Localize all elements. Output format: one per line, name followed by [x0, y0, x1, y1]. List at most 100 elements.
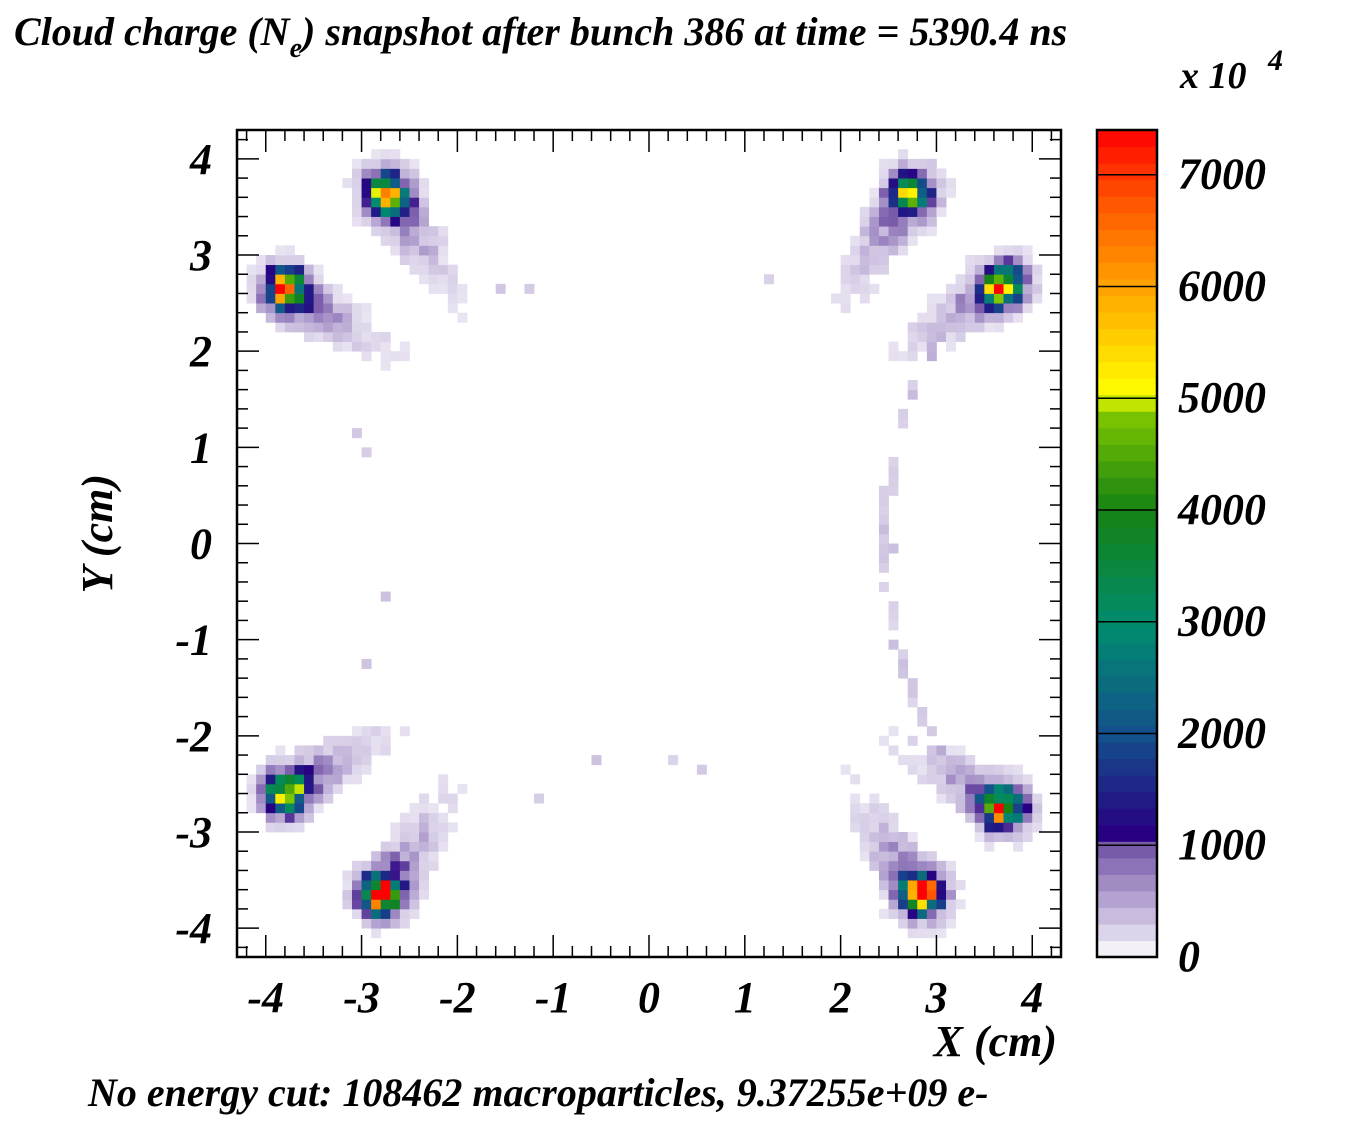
heatmap-cell: [869, 812, 880, 823]
heatmap-cell: [917, 168, 928, 179]
heatmap-cell: [332, 283, 343, 294]
heatmap-cell: [371, 860, 382, 871]
colorbar-segment: [1097, 130, 1157, 148]
heatmap-cell: [850, 812, 861, 823]
heatmap-cell: [907, 755, 918, 766]
heatmap-cell: [955, 755, 966, 766]
heatmap-cell: [351, 322, 362, 333]
y-tick-label: 3: [189, 231, 212, 280]
heatmap-cell: [399, 216, 410, 227]
heatmap-cell: [984, 812, 995, 823]
heatmap-cell: [428, 841, 439, 852]
heatmap-cell: [936, 908, 947, 919]
heatmap-cell: [1013, 803, 1024, 814]
heatmap-cell: [696, 764, 707, 775]
colorbar-segment: [1097, 361, 1157, 379]
heatmap-cell: [399, 908, 410, 919]
heatmap-cell: [342, 293, 353, 304]
heatmap-cell: [304, 322, 315, 333]
heatmap-cell: [936, 899, 947, 910]
heatmap-cell: [380, 908, 391, 919]
heatmap-cell: [342, 745, 353, 756]
heatmap-cell: [438, 793, 449, 804]
heatmap-cell: [419, 851, 430, 862]
heatmap-cell: [428, 264, 439, 275]
heatmap-cell: [926, 168, 937, 179]
heatmap-cell: [878, 264, 889, 275]
heatmap-cell: [351, 187, 362, 198]
colorbar-segment: [1097, 245, 1157, 263]
heatmap-cell: [447, 264, 458, 275]
heatmap-cell: [974, 312, 985, 323]
heatmap-cell: [917, 928, 928, 939]
heatmap-cell: [332, 735, 343, 746]
heatmap-cell: [1013, 245, 1024, 256]
colorbar-segment: [1097, 278, 1157, 296]
heatmap-cell: [284, 274, 295, 285]
heatmap-cell: [380, 168, 391, 179]
colorbar-segment: [1097, 378, 1157, 396]
heatmap-cell: [898, 187, 909, 198]
x-tick-label: -1: [535, 973, 572, 1022]
heatmap-cell: [380, 591, 391, 602]
heatmap-cell: [457, 283, 468, 294]
heatmap-cell: [428, 274, 439, 285]
heatmap-cell: [390, 831, 401, 843]
heatmap-cell: [342, 322, 353, 333]
heatmap-cell: [323, 293, 334, 304]
colorbar-segment: [1097, 659, 1157, 677]
heatmap-cell: [351, 889, 362, 900]
heatmap-cell: [993, 822, 1004, 833]
heatmap-cell: [917, 851, 928, 862]
heatmap-cell: [351, 331, 362, 342]
heatmap-cell: [304, 783, 315, 794]
heatmap-cell: [246, 274, 257, 285]
heatmap-cell: [878, 485, 889, 496]
heatmap-cell: [284, 803, 295, 814]
heatmap-cell: [917, 880, 928, 891]
heatmap-cell: [898, 860, 909, 871]
colorbar-segment: [1097, 510, 1157, 528]
heatmap-cell: [284, 264, 295, 275]
colorbar-segment: [1097, 576, 1157, 594]
heatmap-cell: [898, 226, 909, 237]
heatmap-cell: [275, 822, 286, 833]
heatmap-cell: [275, 255, 286, 266]
heatmap-cell: [294, 274, 305, 285]
heatmap-cell: [869, 264, 880, 275]
y-tick-label: -4: [175, 904, 212, 953]
heatmap-cell: [304, 274, 315, 285]
heatmap-cell: [1022, 255, 1033, 266]
x-tick-label: -4: [247, 973, 284, 1022]
heatmap-cell: [275, 745, 286, 756]
heatmap-cell: [409, 889, 420, 900]
heatmap-cell: [351, 312, 362, 323]
heatmap-cell: [1003, 303, 1014, 314]
heatmap-cell: [907, 331, 918, 342]
heatmap-cell: [351, 774, 362, 785]
heatmap-cell: [907, 764, 918, 775]
heatmap-cell: [869, 216, 880, 227]
heatmap-cell: [888, 235, 899, 246]
heatmap-cell: [878, 255, 889, 266]
heatmap-cell: [256, 783, 267, 794]
heatmap-cell: [888, 476, 899, 487]
heatmap-cell: [409, 860, 420, 871]
heatmap-cell: [878, 822, 889, 833]
heatmap-cell: [351, 216, 362, 227]
colorbar-tick-label: 2000: [1177, 708, 1266, 757]
heatmap-cell: [265, 793, 276, 804]
heatmap-cell: [917, 206, 928, 217]
heatmap-cell: [965, 774, 976, 785]
heatmap-cell: [409, 870, 420, 881]
heatmap-cell: [380, 187, 391, 198]
heatmap-cell: [898, 206, 909, 217]
heatmap-cell: [246, 264, 257, 275]
heatmap-cell: [419, 793, 430, 804]
heatmap-cell: [993, 255, 1004, 266]
heatmap-cell: [419, 870, 430, 881]
heatmap-cell: [946, 293, 956, 304]
heatmap-cell: [869, 793, 880, 804]
colorbar-segment: [1097, 642, 1157, 660]
heatmap-cell: [955, 880, 966, 891]
